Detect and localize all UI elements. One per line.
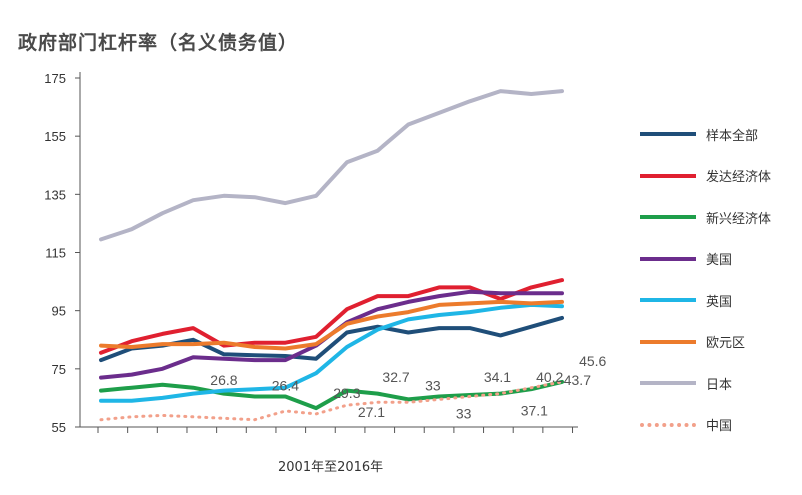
- legend-swatch: [640, 215, 696, 219]
- legend-swatch: [640, 298, 696, 302]
- data-annotation: 26.4: [272, 378, 299, 394]
- legend-label: 欧元区: [706, 336, 746, 351]
- series-line: [99, 380, 564, 422]
- y-tick-label: 155: [44, 129, 66, 144]
- legend-label: 日本: [706, 377, 733, 393]
- y-tick-label: 75: [52, 362, 66, 377]
- y-tick-label: 115: [45, 246, 66, 261]
- legend-item: 样本全部: [640, 126, 759, 144]
- legend-swatch: [640, 132, 696, 136]
- data-annotation: 40.2: [536, 369, 563, 385]
- data-annotation: 27.1: [358, 404, 385, 420]
- series-line: [99, 379, 564, 411]
- legend-item: 新兴经济体: [640, 209, 772, 227]
- legend-label: 中国: [706, 419, 733, 434]
- series-line: [99, 299, 564, 351]
- y-tick-label: 135: [44, 187, 66, 202]
- y-tick-label: 175: [44, 71, 66, 86]
- data-annotation: 45.6: [579, 353, 606, 369]
- data-annotation: 37.1: [521, 402, 548, 418]
- legend-item: 发达经济体: [640, 168, 772, 185]
- data-annotation: 43.7: [564, 372, 591, 388]
- legend-label: 美国: [706, 253, 733, 268]
- legend-swatch: [640, 256, 696, 261]
- legend-item: 英国: [640, 292, 733, 310]
- x-axis-label: 2001年至2016年: [278, 460, 384, 475]
- legend-label: 样本全部: [706, 128, 759, 144]
- data-annotation: 29.3: [333, 385, 360, 401]
- legend-swatch: [640, 422, 696, 427]
- data-annotation: 32.7: [382, 369, 409, 385]
- legend-item: 中国: [640, 417, 733, 434]
- legend-swatch: [640, 173, 696, 178]
- legend-item: 欧元区: [640, 334, 746, 351]
- y-tick-label: 95: [52, 304, 66, 319]
- legend-item: 美国: [640, 251, 733, 268]
- data-annotation: 33: [456, 405, 472, 421]
- legend-swatch: [640, 339, 696, 344]
- legend-swatch: [640, 381, 696, 385]
- data-annotation: 33: [425, 378, 441, 394]
- chart-title: 政府部门杠杆率（名义债务值）: [18, 32, 299, 54]
- legend-label: 发达经济体: [706, 170, 772, 185]
- legend-item: 日本: [640, 375, 733, 393]
- legend-label: 英国: [706, 294, 733, 310]
- data-annotation: 34.1: [484, 369, 511, 385]
- legend-label: 新兴经济体: [706, 211, 772, 227]
- data-annotation: 26.8: [210, 372, 237, 388]
- y-tick-label: 55: [52, 420, 66, 435]
- series-line: [99, 302, 564, 403]
- series-line: [99, 89, 564, 242]
